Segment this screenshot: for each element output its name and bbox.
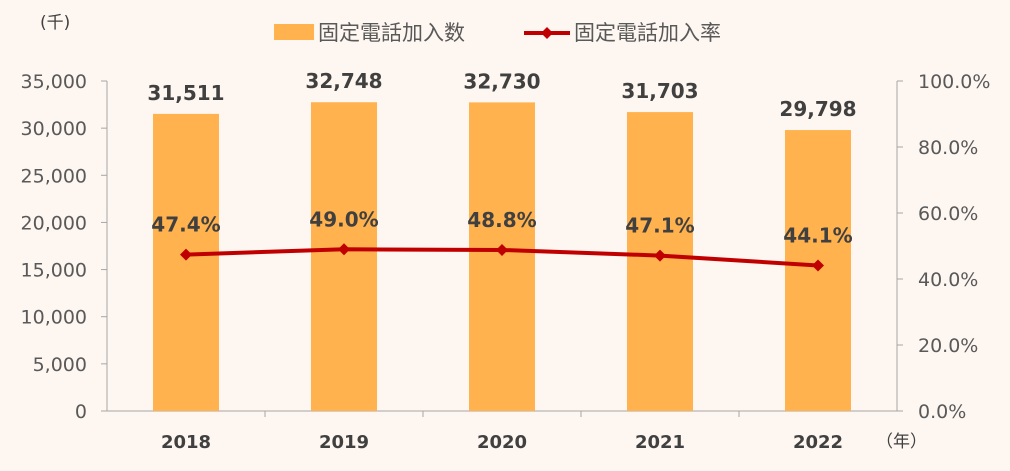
bar [469, 102, 535, 411]
rate-value-label: 47.1% [625, 214, 694, 238]
legend: 固定電話加入数 固定電話加入率 [274, 21, 721, 45]
rate-value-label: 47.4% [151, 213, 220, 237]
x-tick-label: 2021 [635, 432, 685, 453]
right-y-axis: 0.0% 20.0% 40.0% 60.0% 80.0% 100.0% [896, 71, 990, 423]
right-tick-label: 80.0% [918, 137, 978, 159]
bar-value-label: 31,703 [621, 79, 698, 103]
x-tick-label: 2020 [477, 432, 527, 453]
rate-value-label: 49.0% [309, 207, 378, 231]
x-tick-label: 2019 [319, 432, 369, 453]
right-tick-label: 0.0% [918, 401, 966, 423]
left-tick-label: 10,000 [21, 307, 87, 329]
left-tick-label: 20,000 [21, 212, 87, 234]
rate-value-label: 48.8% [467, 208, 536, 232]
legend-label-bar: 固定電話加入数 [318, 21, 465, 45]
legend-label-line: 固定電話加入率 [574, 21, 721, 45]
rate-marker [338, 243, 350, 256]
bar-value-label: 32,748 [305, 69, 382, 93]
x-axis: 2018 2019 2020 2021 2022 [107, 410, 897, 453]
data-labels: 31,511 32,748 32,730 31,703 29,798 47.4% 49.0%… [147, 69, 856, 247]
bar [311, 102, 377, 411]
rate-marker [812, 259, 824, 272]
left-tick-label: 35,000 [21, 71, 87, 93]
rate-value-label: 44.1% [783, 223, 852, 247]
x-tick-label: 2018 [161, 432, 211, 453]
right-tick-label: 100.0% [918, 71, 990, 93]
left-tick-label: 30,000 [21, 118, 87, 140]
left-axis-unit-label: (千) [40, 13, 70, 33]
rate-line [180, 243, 824, 272]
left-tick-label: 5,000 [33, 354, 87, 376]
right-tick-label: 60.0% [918, 203, 978, 225]
bar [153, 113, 219, 411]
legend-swatch-marker [541, 27, 553, 39]
rate-marker [180, 248, 192, 261]
left-y-axis: 0 5,000 10,000 15,000 20,000 25,000 30,000 35,0… [21, 71, 108, 423]
rate-marker [496, 243, 508, 256]
left-tick-label: 25,000 [21, 165, 87, 187]
x-tick-label: 2022 [793, 432, 843, 453]
left-tick-label: 15,000 [21, 260, 87, 282]
rate-marker [654, 249, 666, 262]
left-tick-label: 0 [75, 401, 87, 423]
right-tick-label: 40.0% [918, 269, 978, 291]
bars [153, 102, 851, 411]
legend-swatch-bar [274, 24, 314, 40]
bar-value-label: 32,730 [463, 69, 540, 93]
x-axis-unit-label: （年） [876, 432, 927, 452]
bar-value-label: 29,798 [779, 97, 856, 121]
right-tick-label: 20.0% [918, 335, 978, 357]
bar-value-label: 31,511 [147, 81, 224, 105]
